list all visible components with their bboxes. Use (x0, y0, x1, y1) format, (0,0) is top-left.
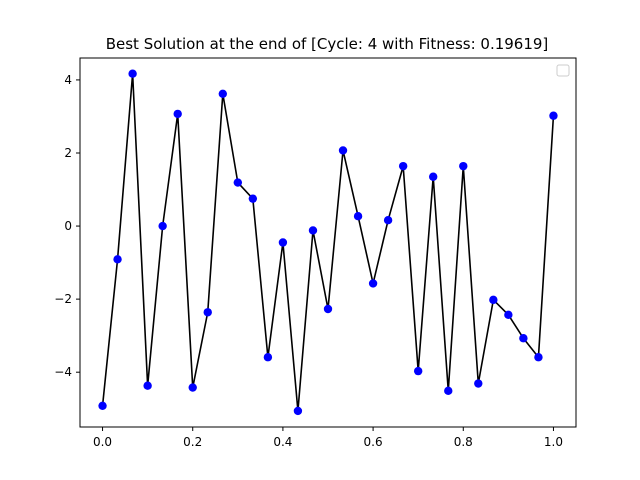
data-point (98, 401, 107, 411)
data-point (383, 216, 393, 225)
x-tick-label: 0.2 (183, 435, 202, 449)
x-tick-label: 1.0 (544, 435, 563, 449)
data-point (323, 304, 333, 314)
y-tick-label: 4 (64, 73, 72, 87)
data-series (98, 69, 558, 416)
data-point (188, 383, 197, 392)
data-point (233, 178, 243, 187)
data-point (308, 226, 318, 235)
data-point (504, 310, 513, 320)
data-point (368, 279, 378, 288)
data-point (489, 295, 498, 305)
data-point (444, 386, 453, 396)
data-point (398, 161, 408, 171)
data-point (278, 238, 288, 247)
data-point (413, 366, 423, 376)
data-point (263, 353, 273, 362)
x-tick-label: 0.6 (364, 435, 383, 449)
chart-title: Best Solution at the end of [Cycle: 4 wi… (106, 35, 549, 53)
data-point (474, 379, 483, 388)
y-tick-label: 0 (64, 219, 72, 233)
data-point (173, 109, 182, 119)
data-point (248, 194, 258, 203)
data-point (113, 255, 122, 264)
data-point (143, 381, 152, 390)
x-tick-label: 0.0 (93, 435, 112, 449)
y-tick-label: 2 (64, 146, 72, 160)
axis-ticks: 0.0 0.2 0.4 0.6 0.8 1.0 −4 −2 0 2 4 (54, 73, 563, 449)
data-point (353, 211, 363, 221)
plot-frame (79, 57, 577, 428)
data-point (218, 89, 228, 99)
legend-box (556, 64, 570, 77)
y-tick-label: −4 (54, 365, 72, 379)
x-tick-label: 0.8 (454, 435, 473, 449)
data-point (338, 146, 348, 155)
x-tick-label: 0.4 (273, 435, 292, 449)
series-line (101, 72, 555, 412)
data-point (534, 353, 543, 362)
data-point (519, 334, 528, 343)
data-point (549, 111, 558, 120)
data-point (293, 406, 303, 416)
data-point (428, 172, 438, 181)
data-point (459, 161, 468, 171)
y-tick-label: −2 (54, 292, 72, 306)
data-point (203, 308, 212, 317)
data-point (158, 221, 167, 231)
data-point (128, 69, 137, 78)
